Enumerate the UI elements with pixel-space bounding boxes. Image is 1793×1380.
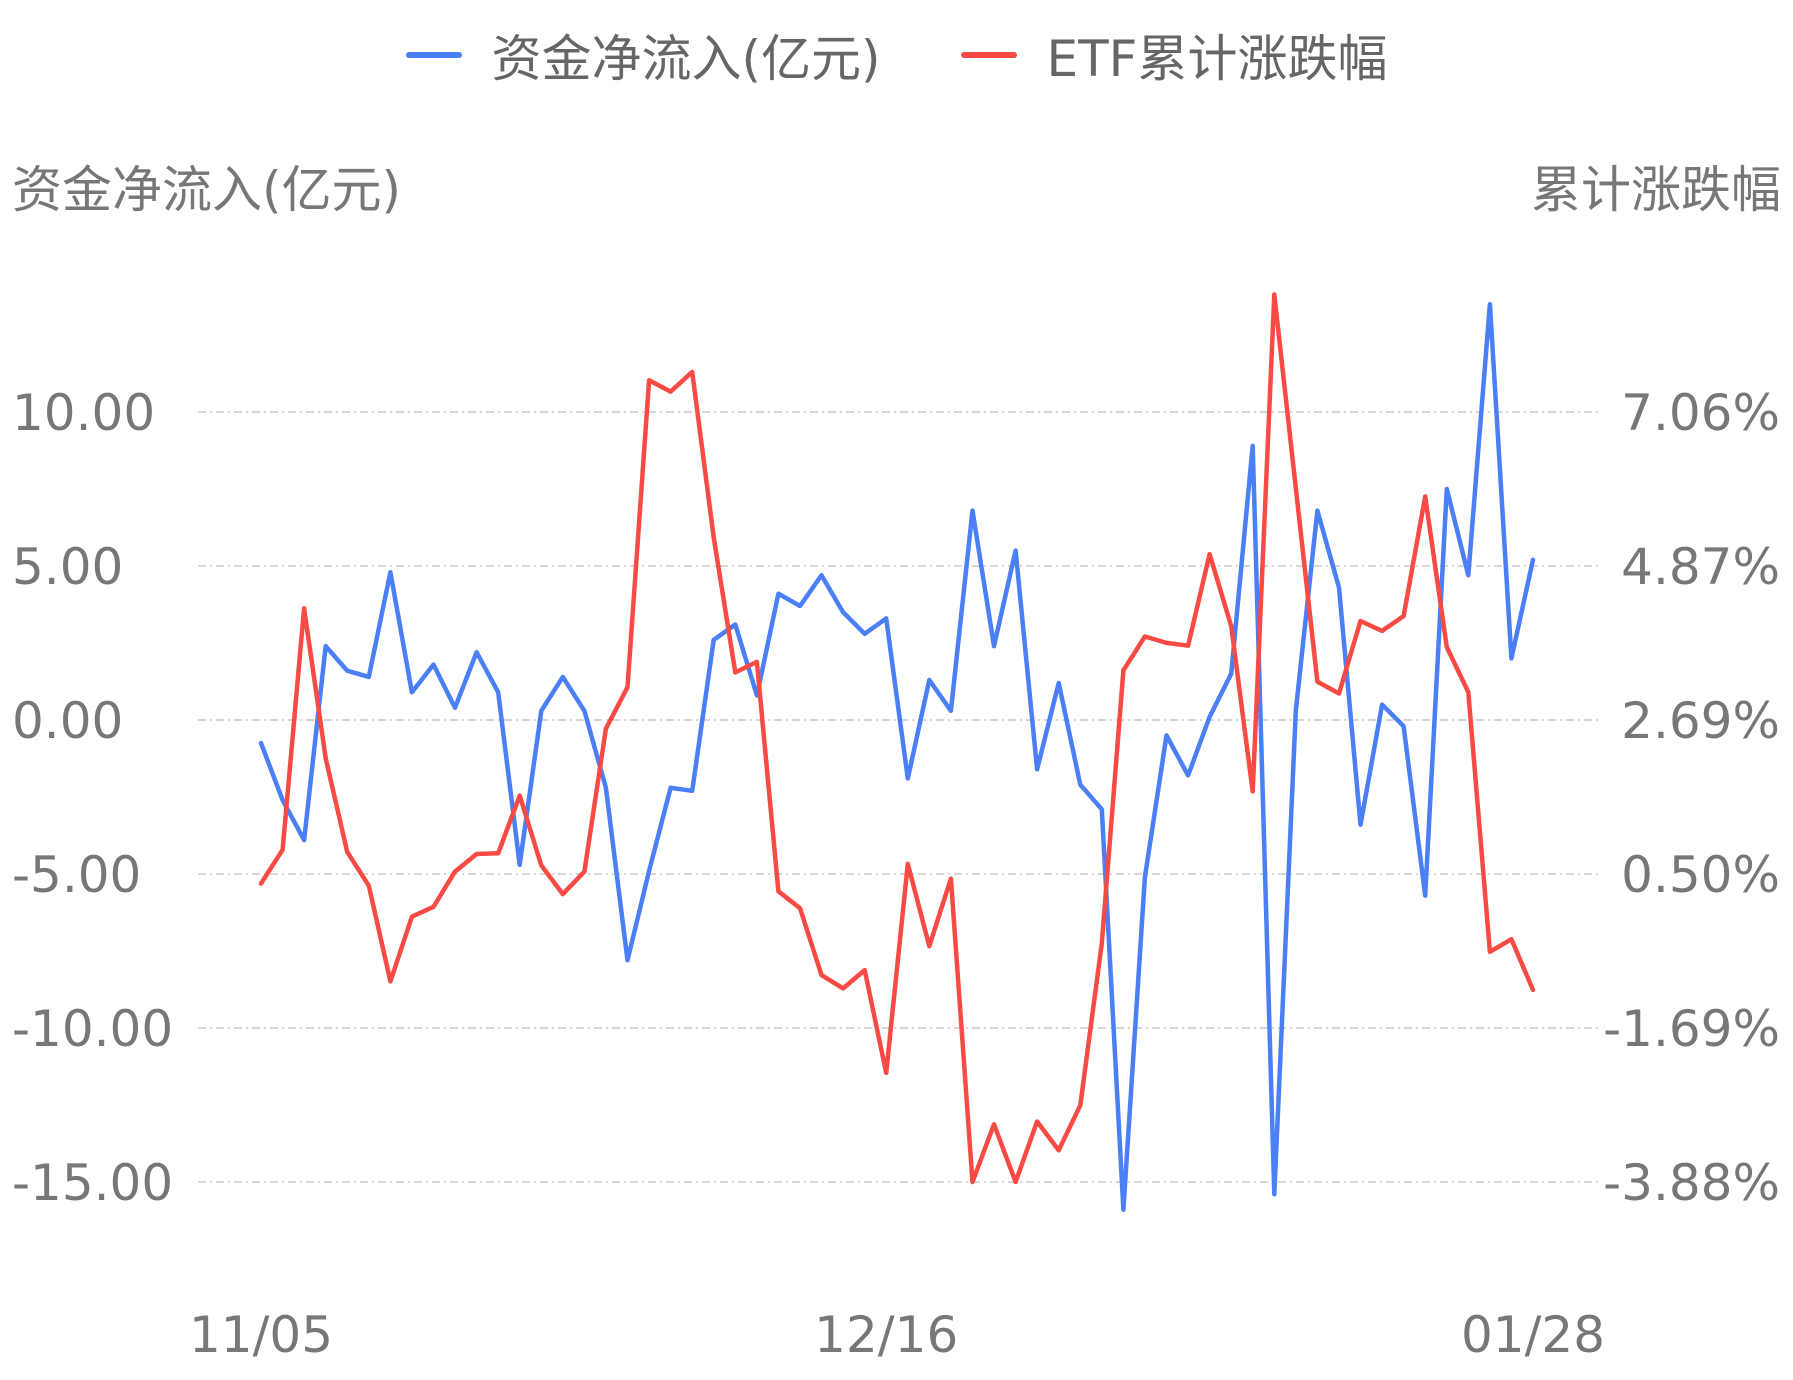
right-axis-tick-label: -3.88% xyxy=(1603,1154,1780,1212)
series-line-net-inflow xyxy=(258,301,1536,1212)
right-axis-tick-label: -1.69% xyxy=(1603,1000,1780,1058)
legend-swatch-cumulative-change xyxy=(960,52,1017,58)
legend-label-cumulative-change: ETF累计涨跌幅 xyxy=(1046,30,1388,88)
x-axis-tick-label: 12/16 xyxy=(814,1306,958,1364)
right-axis-tick-label: 4.87% xyxy=(1621,538,1780,596)
left-axis-tick-label: 0.00 xyxy=(12,692,123,750)
x-axis-tick-label: 01/28 xyxy=(1461,1306,1605,1364)
legend-swatch-net-inflow xyxy=(405,52,462,58)
legend: 资金净流入(亿元) ETF累计涨跌幅 xyxy=(0,20,1793,90)
left-axis-tick-label: -10.00 xyxy=(12,1000,173,1058)
series-line-cumulative-change xyxy=(258,292,1536,1185)
left-axis-tick-label: 5.00 xyxy=(12,538,123,596)
legend-label-net-inflow: 资金净流入(亿元) xyxy=(491,30,881,88)
x-axis-tick-label: 11/05 xyxy=(189,1306,333,1364)
left-axis-tick-label: -15.00 xyxy=(12,1154,173,1212)
left-axis-title: 资金净流入(亿元) xyxy=(12,161,402,219)
legend-item-net-inflow[interactable]: 资金净流入(亿元) xyxy=(405,19,881,91)
right-axis-tick-label: 0.50% xyxy=(1621,846,1780,904)
left-axis-tick-label: 10.00 xyxy=(12,384,155,442)
right-axis-title: 累计涨跌幅 xyxy=(1531,161,1781,219)
left-axis-tick-label: -5.00 xyxy=(12,846,141,904)
right-axis-tick-label: 7.06% xyxy=(1621,384,1780,442)
legend-item-cumulative-change[interactable]: ETF累计涨跌幅 xyxy=(960,19,1388,91)
right-axis-tick-label: 2.69% xyxy=(1621,692,1780,750)
